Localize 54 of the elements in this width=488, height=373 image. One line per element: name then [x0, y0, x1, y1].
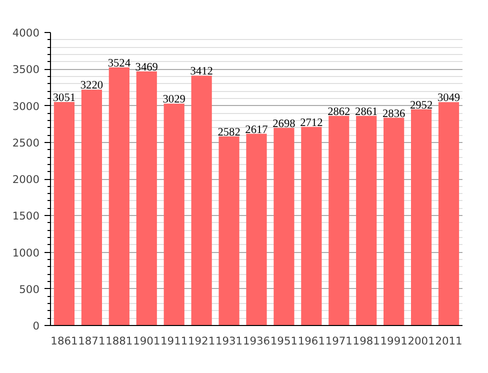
y-tick-label: 4000 [12, 26, 40, 40]
data-label: 3220 [80, 80, 104, 92]
bar [164, 104, 184, 326]
x-tick-label: 1871 [78, 334, 106, 348]
data-label: 2862 [328, 106, 351, 118]
y-tick-label: 0 [32, 320, 40, 332]
data-label: 3051 [52, 92, 76, 104]
x-tick-label: 2011 [435, 334, 462, 348]
bar [356, 116, 377, 326]
data-label: 2617 [245, 124, 268, 136]
data-label: 3412 [190, 66, 214, 78]
bar [411, 109, 432, 326]
bar [108, 67, 130, 326]
bar [54, 102, 75, 326]
x-tick-label: 1991 [380, 334, 408, 348]
data-label: 3469 [135, 61, 158, 74]
x-tick-label: 1881 [106, 334, 133, 348]
x-tick-label: 1861 [50, 334, 78, 348]
y-tick-label: 3000 [12, 100, 40, 113]
data-label: 3049 [437, 92, 460, 104]
y-tick-label: 3500 [12, 63, 40, 76]
bar [438, 102, 460, 326]
x-tick-label: 1901 [133, 334, 160, 348]
bar [81, 90, 102, 326]
x-tick-label: 1981 [352, 334, 380, 348]
y-tick-label: 1500 [12, 210, 40, 223]
bar [274, 128, 294, 326]
bar [246, 134, 267, 326]
data-label: 2836 [382, 108, 406, 120]
y-tick-label: 2500 [12, 136, 40, 150]
y-tick-label: 500 [19, 282, 40, 296]
x-tick-label: 1931 [215, 334, 243, 348]
bar [301, 126, 322, 326]
x-tick-label: 1951 [270, 334, 298, 348]
x-tick-label: 2001 [408, 334, 435, 348]
data-label: 3524 [108, 57, 131, 70]
x-tick-label: 1911 [160, 334, 188, 348]
x-tick-label: 1961 [298, 334, 325, 348]
data-label: 2582 [218, 126, 241, 138]
data-label: 2698 [272, 118, 296, 130]
bar [136, 71, 157, 326]
data-label: 2952 [410, 99, 433, 112]
x-tick-label: 1971 [325, 334, 352, 348]
bar [328, 116, 350, 326]
data-label: 2712 [300, 116, 324, 129]
data-label: 2861 [355, 106, 378, 118]
y-tick-label: 2000 [12, 173, 40, 186]
y-tick-label: 1000 [12, 246, 40, 260]
bar [191, 76, 212, 326]
bar [218, 136, 240, 326]
x-tick-label: 1921 [188, 334, 216, 348]
data-label: 3029 [162, 94, 186, 106]
bar [384, 118, 404, 326]
x-tick-label: 1936 [242, 334, 270, 348]
